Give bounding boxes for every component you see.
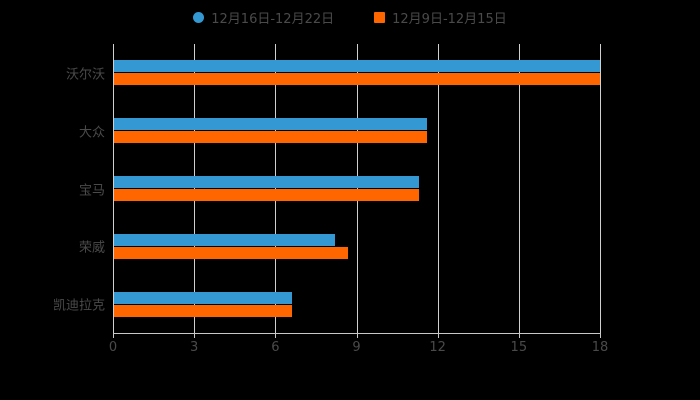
y-category-label: 宝马 — [78, 183, 105, 198]
x-tick-label: 3 — [190, 340, 199, 355]
gridline-12 — [437, 44, 439, 333]
legend-entry-series-1[interactable]: 12月16日-12月22日 — [193, 8, 334, 27]
legend-label-series-1: 12月16日-12月22日 — [211, 12, 335, 27]
tick-mark-12 — [437, 333, 439, 338]
x-tick-label: 6 — [271, 340, 280, 355]
y-category-label: 大众 — [78, 125, 105, 141]
legend-label-series-2: 12月9日-12月15日 — [392, 12, 507, 27]
tick-mark-9 — [356, 333, 358, 338]
x-tick-label: 9 — [352, 340, 361, 355]
bar[interactable] — [114, 60, 600, 73]
gridline-15 — [518, 44, 520, 333]
tick-mark-18 — [600, 333, 601, 338]
chart-legend: 12月16日-12月22日 12月9日-12月15日 — [0, 8, 700, 27]
gridline-9 — [356, 44, 358, 333]
bar[interactable] — [114, 233, 335, 246]
x-tick-label: 0 — [108, 340, 118, 355]
bar[interactable] — [114, 131, 427, 144]
legend-entry-series-2[interactable]: 12月9日-12月15日 — [374, 8, 507, 27]
y-axis-line — [113, 44, 114, 333]
bar[interactable] — [114, 73, 600, 86]
bar[interactable] — [114, 291, 292, 304]
gridline-6 — [275, 44, 277, 333]
bar[interactable] — [114, 118, 427, 131]
bar[interactable] — [114, 304, 292, 317]
y-category-label: 荣威 — [78, 240, 105, 256]
plot-area: 沃尔沃大众宝马荣威凯迪拉克 0 3 6 9 12 15 18 — [53, 44, 608, 355]
bar[interactable] — [114, 246, 349, 259]
tick-mark-0 — [113, 333, 114, 338]
tick-mark-15 — [518, 333, 520, 338]
legend-swatch-square-icon — [374, 12, 386, 23]
x-tick-label: 18 — [591, 340, 609, 355]
y-category-label: 沃尔沃 — [65, 67, 105, 83]
legend-swatch-circle-icon — [193, 12, 205, 23]
x-tick-label: 15 — [510, 340, 528, 355]
bar[interactable] — [114, 189, 419, 201]
bar[interactable] — [114, 176, 419, 188]
gridline-18 — [600, 44, 601, 333]
x-tick-label: 12 — [429, 340, 446, 355]
y-category-label: 凯迪拉克 — [52, 298, 105, 314]
gridline-3 — [194, 44, 196, 333]
tick-mark-6 — [275, 333, 277, 338]
tick-mark-3 — [194, 333, 196, 338]
